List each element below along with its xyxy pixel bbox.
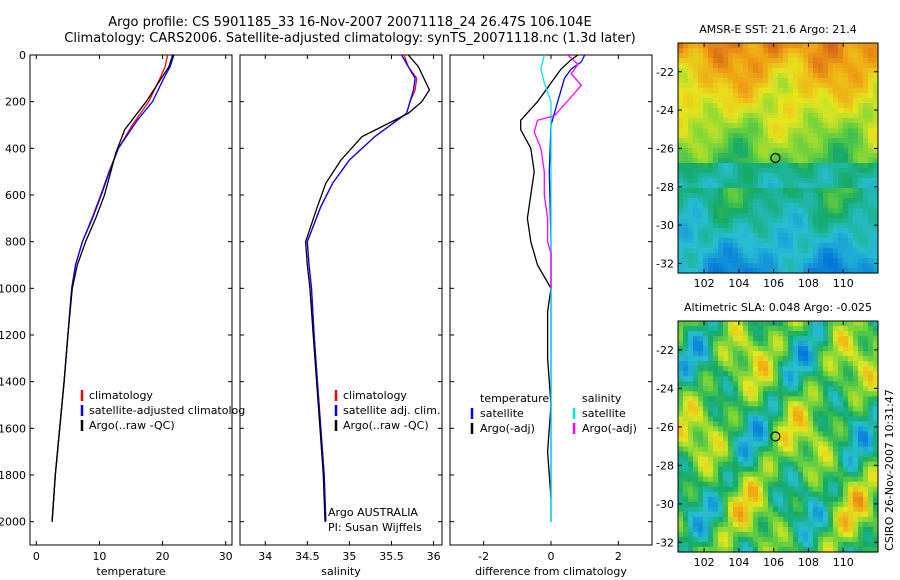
y-tick-label: 1000 bbox=[0, 282, 26, 295]
x-tick-label: 2 bbox=[615, 550, 622, 563]
x-tick-label: -2 bbox=[478, 550, 489, 563]
y-tick-label: 800 bbox=[5, 236, 26, 249]
legend-group-title: salinity bbox=[582, 392, 622, 405]
y-tick-label: -26 bbox=[656, 142, 674, 155]
map-title: AMSR-E SST: 21.6 Argo: 21.4 bbox=[699, 23, 857, 36]
x-tick-label: 34.5 bbox=[295, 550, 320, 563]
x-tick-label: 110 bbox=[833, 556, 854, 569]
x-tick-label: 108 bbox=[798, 277, 819, 290]
argo-position-marker bbox=[770, 152, 781, 164]
x-axis-label: temperature bbox=[96, 565, 165, 578]
y-tick-label: 400 bbox=[5, 142, 26, 155]
annotation-line1: Argo AUSTRALIA bbox=[328, 506, 418, 519]
x-tick-label: 110 bbox=[833, 277, 854, 290]
y-tick-label: 1400 bbox=[0, 376, 26, 389]
map-frame bbox=[677, 42, 879, 274]
series-line-0 bbox=[51, 55, 169, 522]
series-line-0 bbox=[548, 55, 586, 522]
map-heatmap bbox=[678, 43, 879, 274]
x-axis-label: difference from climatology bbox=[475, 565, 627, 578]
x-tick-label: 108 bbox=[798, 556, 819, 569]
map-frame bbox=[677, 320, 879, 553]
y-tick-label: 1800 bbox=[0, 469, 26, 482]
legend-label: Argo(..raw -QC) bbox=[89, 419, 175, 432]
y-tick-label: 1200 bbox=[0, 329, 26, 342]
x-tick-label: 20 bbox=[156, 550, 170, 563]
x-tick-label: 106 bbox=[763, 277, 784, 290]
legend-label: Argo(-adj) bbox=[480, 422, 535, 435]
series-line-2 bbox=[304, 55, 431, 522]
map-title: Altimetric SLA: 0.048 Argo: -0.025 bbox=[684, 301, 872, 314]
y-tick-label: 1600 bbox=[0, 422, 26, 435]
legend-label: satellite bbox=[582, 407, 626, 420]
series-line-3 bbox=[533, 55, 583, 289]
y-tick-label: -26 bbox=[656, 421, 674, 434]
y-tick-label: -22 bbox=[656, 66, 674, 79]
y-tick-label: -22 bbox=[656, 344, 674, 357]
argo-position-marker bbox=[770, 431, 781, 442]
x-tick-label: 102 bbox=[694, 277, 715, 290]
series-line-2 bbox=[540, 55, 552, 522]
y-tick-label: -28 bbox=[656, 181, 674, 194]
series-line-1 bbox=[306, 55, 416, 522]
y-tick-label: 200 bbox=[5, 96, 26, 109]
y-tick-label: -24 bbox=[656, 104, 674, 117]
y-tick-label: -24 bbox=[656, 382, 674, 395]
axes-frame bbox=[29, 54, 233, 546]
legend-label: climatology bbox=[89, 389, 153, 402]
series-line-1 bbox=[520, 55, 579, 499]
x-tick-label: 104 bbox=[728, 556, 749, 569]
x-tick-label: 30 bbox=[219, 550, 233, 563]
difference-panel: -2 0 2 difference from climatology temperatu… bbox=[449, 54, 653, 578]
title-line1: Argo profile: CS 5901185_33 16-Nov-2007 … bbox=[108, 15, 592, 30]
y-tick-label: -32 bbox=[656, 257, 674, 270]
x-tick-label: 34 bbox=[258, 550, 272, 563]
y-tick-label: -28 bbox=[656, 459, 674, 472]
x-tick-label: 35.5 bbox=[379, 550, 404, 563]
axes-frame bbox=[239, 54, 443, 546]
x-tick-label: 104 bbox=[728, 277, 749, 290]
salinity-panel: 34 34.5 35 35.5 36 salinity climatology satelli… bbox=[239, 54, 443, 578]
x-tick-label: 35 bbox=[342, 550, 356, 563]
map-heatmap bbox=[678, 321, 879, 553]
legend-label: Argo(..raw -QC) bbox=[343, 419, 429, 432]
series-line-1 bbox=[51, 55, 175, 522]
series-line-2 bbox=[51, 55, 174, 522]
y-tick-label: 600 bbox=[5, 189, 26, 202]
legend-label: satellite-adjusted climatolog bbox=[89, 404, 245, 417]
legend-group-title: temperature bbox=[480, 392, 549, 405]
x-tick-label: 102 bbox=[694, 556, 715, 569]
side-timestamp: CSIRO 26-Nov-2007 10:31:47 bbox=[883, 389, 896, 551]
x-tick-label: 0 bbox=[33, 550, 40, 563]
legend-label: satellite adj. clim. bbox=[343, 404, 440, 417]
y-tick-label: -30 bbox=[656, 219, 674, 232]
x-tick-label: 106 bbox=[763, 556, 784, 569]
legend-label: Argo(-adj) bbox=[582, 422, 637, 435]
x-tick-label: 36 bbox=[427, 550, 441, 563]
legend-label: satellite bbox=[480, 407, 524, 420]
x-tick-label: 10 bbox=[92, 550, 106, 563]
x-tick-label: 0 bbox=[548, 550, 555, 563]
legend-label: climatology bbox=[343, 389, 407, 402]
sla-map-panel: Altimetric SLA: 0.048 Argo: -0.025 102 104… bbox=[656, 301, 879, 569]
y-tick-label: -30 bbox=[656, 498, 674, 511]
temperature-panel: 0 10 20 30 0 200 400 600 800 1000 1200 1400 1600 1800… bbox=[0, 49, 245, 578]
x-axis-label: salinity bbox=[321, 565, 361, 578]
series-line-0 bbox=[306, 55, 418, 522]
y-tick-label: 0 bbox=[19, 49, 26, 62]
y-tick-label: 2000 bbox=[0, 516, 26, 529]
annotation-line2: PI: Susan Wijffels bbox=[328, 521, 422, 534]
sst-map-panel: AMSR-E SST: 21.6 Argo: 21.4 102 104 106 108 1… bbox=[656, 23, 879, 290]
y-tick-label: -32 bbox=[656, 536, 674, 549]
title-line2: Climatology: CARS2006. Satellite-adjuste… bbox=[64, 31, 636, 46]
